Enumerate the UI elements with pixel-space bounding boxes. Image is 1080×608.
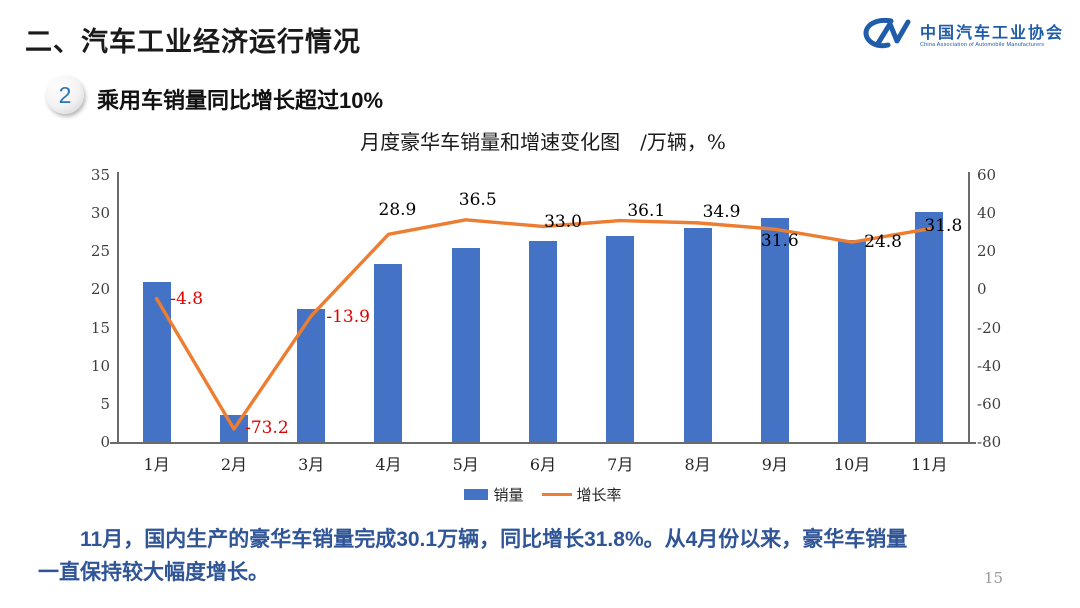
growth-value-label: -13.9 xyxy=(326,306,370,327)
sales-bar xyxy=(915,212,944,442)
x-axis-line xyxy=(110,442,976,444)
sales-swatch xyxy=(464,489,489,500)
growth-value-label: 36.5 xyxy=(458,189,497,210)
legend-item-sales: 销量 xyxy=(464,484,524,505)
x-axis-label: 1月 xyxy=(143,455,170,474)
sales-bar xyxy=(374,264,403,442)
x-axis-label: 3月 xyxy=(298,455,325,474)
growth-value-label: 33.0 xyxy=(544,212,582,233)
section-number-badge: 2 xyxy=(46,76,84,114)
x-axis-label: 8月 xyxy=(684,455,711,474)
chart-legend: 销量 增长率 xyxy=(118,484,968,505)
sales-bar xyxy=(529,241,557,442)
legend-growth-label: 增长率 xyxy=(576,486,622,504)
x-axis-label: 9月 xyxy=(761,455,788,474)
right-axis-tick: 40 xyxy=(977,204,997,223)
left-axis-tick: 35 xyxy=(90,166,110,184)
summary-note-line2: 一直保持较大幅度增长。 xyxy=(38,560,269,584)
right-axis-tick: -20 xyxy=(977,318,1002,337)
page-number: 15 xyxy=(984,569,1004,587)
sales-bar xyxy=(219,415,248,442)
org-logo: 中国汽车工业协会 China Association of Automobile… xyxy=(860,16,1064,57)
left-axis-line xyxy=(117,172,119,443)
x-axis-label: 10月 xyxy=(833,455,871,474)
org-name-en: China Association of Automobile Manufact… xyxy=(919,42,1045,49)
sales-bar xyxy=(683,228,712,442)
x-axis-label: 4月 xyxy=(375,455,402,474)
legend-item-growth: 增长率 xyxy=(541,484,622,505)
left-axis-tick: 5 xyxy=(100,394,110,413)
growth-value-label: -73.2 xyxy=(245,418,289,439)
org-name-cn: 中国汽车工业协会 xyxy=(919,24,1064,42)
summary-note-line1: 11月，国内生产的豪华车销量完成30.1万辆，同比增长31.8%。从4月份以来，… xyxy=(80,528,908,551)
cam-logo-icon xyxy=(860,16,914,57)
left-axis-tick: 15 xyxy=(90,318,110,337)
sales-bar xyxy=(451,248,480,442)
legend-sales-label: 销量 xyxy=(493,486,524,504)
left-axis-tick: 20 xyxy=(90,280,110,299)
summary-note: 11月，国内生产的豪华车销量完成30.1万辆，同比增长31.8%。从4月份以来，… xyxy=(38,524,1043,589)
sales-bar xyxy=(760,218,789,442)
x-axis-label: 5月 xyxy=(452,455,479,474)
x-axis-label: 7月 xyxy=(607,455,634,474)
growth-value-label: 36.1 xyxy=(627,200,666,221)
growth-value-label: 28.9 xyxy=(378,200,417,221)
growth-value-label: 24.8 xyxy=(864,232,903,253)
x-axis-label: 2月 xyxy=(220,455,247,474)
sales-bar xyxy=(606,236,635,442)
chart-title: 月度豪华车销量和增速变化图 /万辆，% xyxy=(360,130,726,154)
sales-bar xyxy=(142,281,171,442)
growth-value-label: 34.9 xyxy=(702,201,741,222)
growth-swatch xyxy=(541,493,572,496)
left-axis-tick: 25 xyxy=(90,242,110,261)
growth-value-label: 31.8 xyxy=(924,215,963,236)
right-axis-tick: 60 xyxy=(977,166,997,184)
right-axis-tick: -40 xyxy=(977,356,1002,375)
sales-bar xyxy=(297,308,326,442)
growth-value-label: 31.6 xyxy=(760,231,799,252)
right-axis-tick: 20 xyxy=(977,242,997,261)
x-axis-label: 11月 xyxy=(911,455,948,474)
left-axis-tick: 10 xyxy=(90,356,110,375)
growth-value-label: -4.8 xyxy=(170,288,204,309)
sales-bar xyxy=(838,239,867,442)
left-axis-tick: 0 xyxy=(100,433,110,451)
section-heading: 乘用车销量同比增长超过10% xyxy=(97,88,384,113)
right-axis-tick: 0 xyxy=(977,280,987,299)
x-axis-label: 6月 xyxy=(529,455,557,474)
right-axis-tick: -60 xyxy=(977,394,1002,413)
left-axis-tick: 30 xyxy=(90,204,110,223)
page-title: 二、汽车工业经济运行情况 xyxy=(25,27,361,57)
right-axis-tick: -80 xyxy=(977,433,1002,451)
right-axis-line xyxy=(968,172,970,443)
